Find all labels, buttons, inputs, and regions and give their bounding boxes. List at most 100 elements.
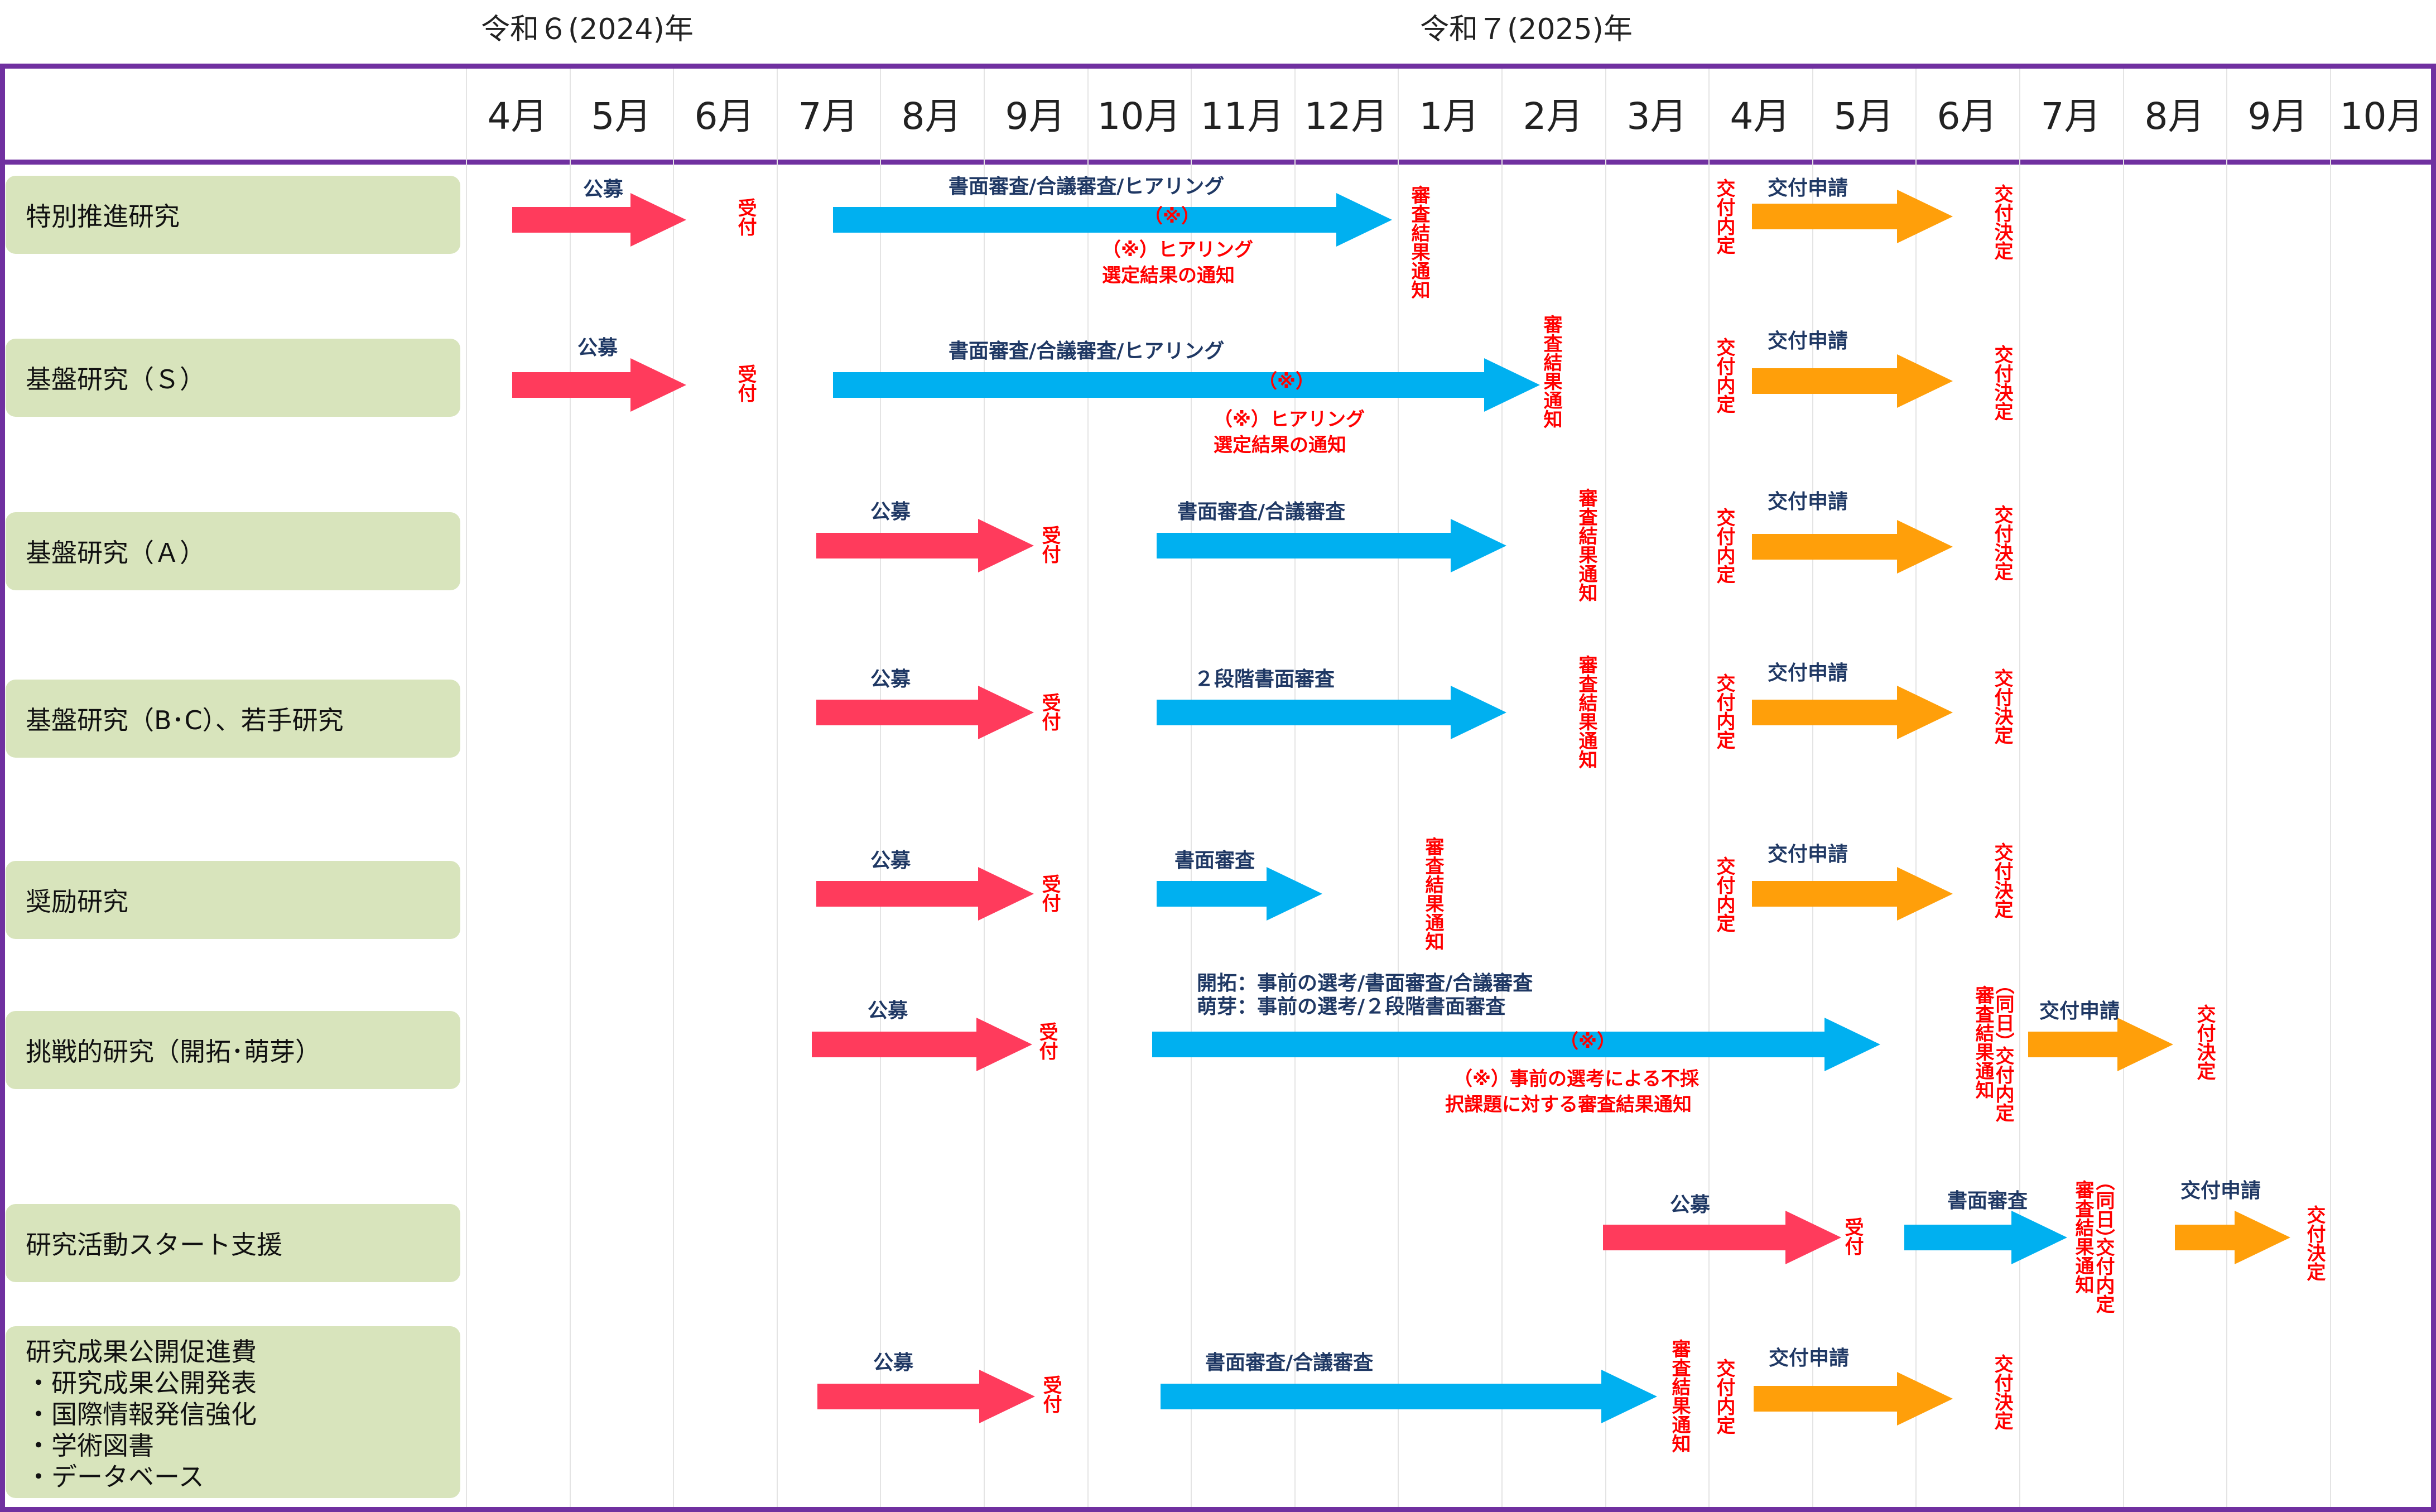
result-notice-label: 審査結果通知 — [1576, 488, 1596, 602]
month-gridline — [2123, 69, 2124, 1507]
grant-informal-label: 交付内定 — [1993, 1046, 2013, 1122]
grant-informal-label: 交付内定 — [1714, 856, 1734, 932]
month-gridline — [984, 69, 985, 1507]
row-label: 特別推進研究 — [6, 176, 460, 254]
month-gridline — [466, 69, 467, 1507]
receipt-label: 受付 — [1039, 874, 1060, 912]
result-notice-label: 審査結果通知 — [2073, 1180, 2093, 1294]
phase-arrow — [816, 867, 1034, 921]
recruit-label: 公募 — [870, 501, 911, 523]
receipt-label: 受付 — [735, 198, 755, 236]
month-gridline — [777, 69, 778, 1507]
grant-decision-label: 交付決定 — [1992, 1354, 2012, 1430]
phase-arrow — [512, 358, 686, 412]
grant-apply-label: 交付申請 — [1768, 844, 1848, 866]
row-sublabel: ・国際情報発信強化 — [26, 1399, 460, 1430]
month-gridline — [1087, 69, 1089, 1507]
review-label: 書面審査 — [1174, 850, 1255, 872]
row-label-text: 基盤研究（Ｓ） — [26, 359, 205, 396]
month-label: 4月 — [466, 86, 569, 140]
receipt-label: 受付 — [1041, 1375, 1061, 1413]
phase-arrow — [817, 1370, 1035, 1423]
arrow-shape — [1752, 520, 1953, 574]
row-label-text: 研究成果公開促進費 — [26, 1337, 257, 1367]
review-label: 書面審査/合議審査/ヒアリング — [949, 176, 1224, 198]
row-label: 基盤研究（Ａ） — [6, 512, 460, 590]
arrow-shape — [1752, 354, 1953, 408]
row-label: 基盤研究（B･C）、若手研究 — [6, 680, 460, 758]
phase-arrow — [1157, 867, 1322, 921]
month-label: 10月 — [1087, 86, 1191, 140]
arrow-shape — [1161, 1370, 1657, 1423]
phase-arrow — [2028, 1018, 2173, 1071]
month-gridline — [1294, 69, 1296, 1507]
arrow-shape — [1157, 686, 1506, 739]
recruit-label: 公募 — [583, 179, 623, 201]
result-notice-label: 審査結果通知 — [1541, 315, 1561, 428]
month-label: 6月 — [1915, 86, 2019, 140]
row-label-text: 基盤研究（Ａ） — [26, 533, 205, 570]
month-label: 6月 — [673, 86, 776, 140]
recruit-label: 公募 — [870, 850, 911, 872]
phase-arrow — [2175, 1211, 2290, 1264]
hearing-note: 選定結果の通知 — [1102, 264, 1235, 287]
recruit-label: 公募 — [868, 1000, 908, 1022]
review-label: 書面審査/合議審査 — [1177, 501, 1345, 523]
challenge-note: （※）事前の選考による不採 — [1453, 1068, 1699, 1090]
month-label: 5月 — [1812, 86, 1915, 140]
month-gridline — [1915, 69, 1917, 1507]
hearing-note: （※）ヒアリング — [1102, 239, 1253, 261]
phase-arrow — [1752, 520, 1953, 574]
review-label: 萌芽：事前の選考/２段階書面審査 — [1197, 996, 1505, 1018]
grant-informal-label: 交付内定 — [1714, 673, 1734, 749]
phase-arrow — [1603, 1211, 1841, 1264]
phase-arrow — [1157, 519, 1506, 572]
arrow-shape — [816, 519, 1034, 572]
month-label: 4月 — [1708, 86, 1812, 140]
month-label: 3月 — [1605, 86, 1708, 140]
month-gridline — [673, 69, 674, 1507]
row-sublabel: ・研究成果公開発表 — [26, 1367, 460, 1399]
phase-arrow — [833, 358, 1540, 412]
asterisk-note: （※） — [1559, 1031, 1616, 1053]
result-notice-label: 審査結果通知 — [1576, 655, 1596, 769]
month-label: 1月 — [1398, 86, 1501, 140]
month-label: 2月 — [1501, 86, 1605, 140]
phase-arrow — [1904, 1211, 2067, 1264]
row-label: 研究成果公開促進費 ・研究成果公開発表 ・国際情報発信強化 ・学術図書 ・データベース — [6, 1326, 460, 1498]
phase-arrow — [1161, 1370, 1657, 1423]
month-label: 8月 — [2123, 86, 2226, 140]
grant-decision-label: 交付決定 — [1992, 505, 2012, 581]
asterisk-note: （※） — [1144, 205, 1200, 228]
receipt-label: 受付 — [1037, 1022, 1057, 1060]
row-label: 奨励研究 — [6, 861, 460, 939]
month-gridline — [1501, 69, 1503, 1507]
row-label: 挑戦的研究（開拓･萌芽） — [6, 1011, 460, 1089]
result-notice-label: 審査結果通知 — [1973, 985, 1993, 1099]
month-label: 9月 — [984, 86, 1087, 140]
arrow-shape — [2028, 1018, 2173, 1071]
month-label: 7月 — [777, 86, 880, 140]
month-gridline — [1398, 69, 1399, 1507]
grant-decision-label: 交付決定 — [2194, 1004, 2214, 1080]
review-label: ２段階書面審査 — [1194, 668, 1335, 691]
grant-informal-label: 交付内定 — [1714, 338, 1734, 413]
month-gridline — [2330, 69, 2331, 1507]
phase-arrow — [816, 686, 1034, 739]
grant-apply-label: 交付申請 — [1769, 1347, 1849, 1370]
challenge-note: 択課題に対する審査結果通知 — [1445, 1094, 1692, 1116]
month-gridline — [570, 69, 571, 1507]
month-label: 9月 — [2226, 86, 2329, 140]
asterisk-note: （※） — [1258, 370, 1315, 393]
receipt-label: 受付 — [1039, 693, 1060, 731]
grant-apply-label: 交付申請 — [1768, 491, 1848, 513]
row-sublabel: ・学術図書 — [26, 1430, 460, 1461]
arrow-shape — [1157, 519, 1506, 572]
phase-arrow — [1752, 867, 1953, 921]
row-label: 基盤研究（Ｓ） — [6, 339, 460, 417]
recruit-label: 公募 — [873, 1352, 913, 1374]
arrow-shape — [1752, 867, 1953, 921]
result-notice-label: 審査結果通知 — [1669, 1339, 1689, 1453]
row-label: 研究活動スタート支援 — [6, 1204, 460, 1282]
phase-arrow — [812, 1018, 1032, 1071]
